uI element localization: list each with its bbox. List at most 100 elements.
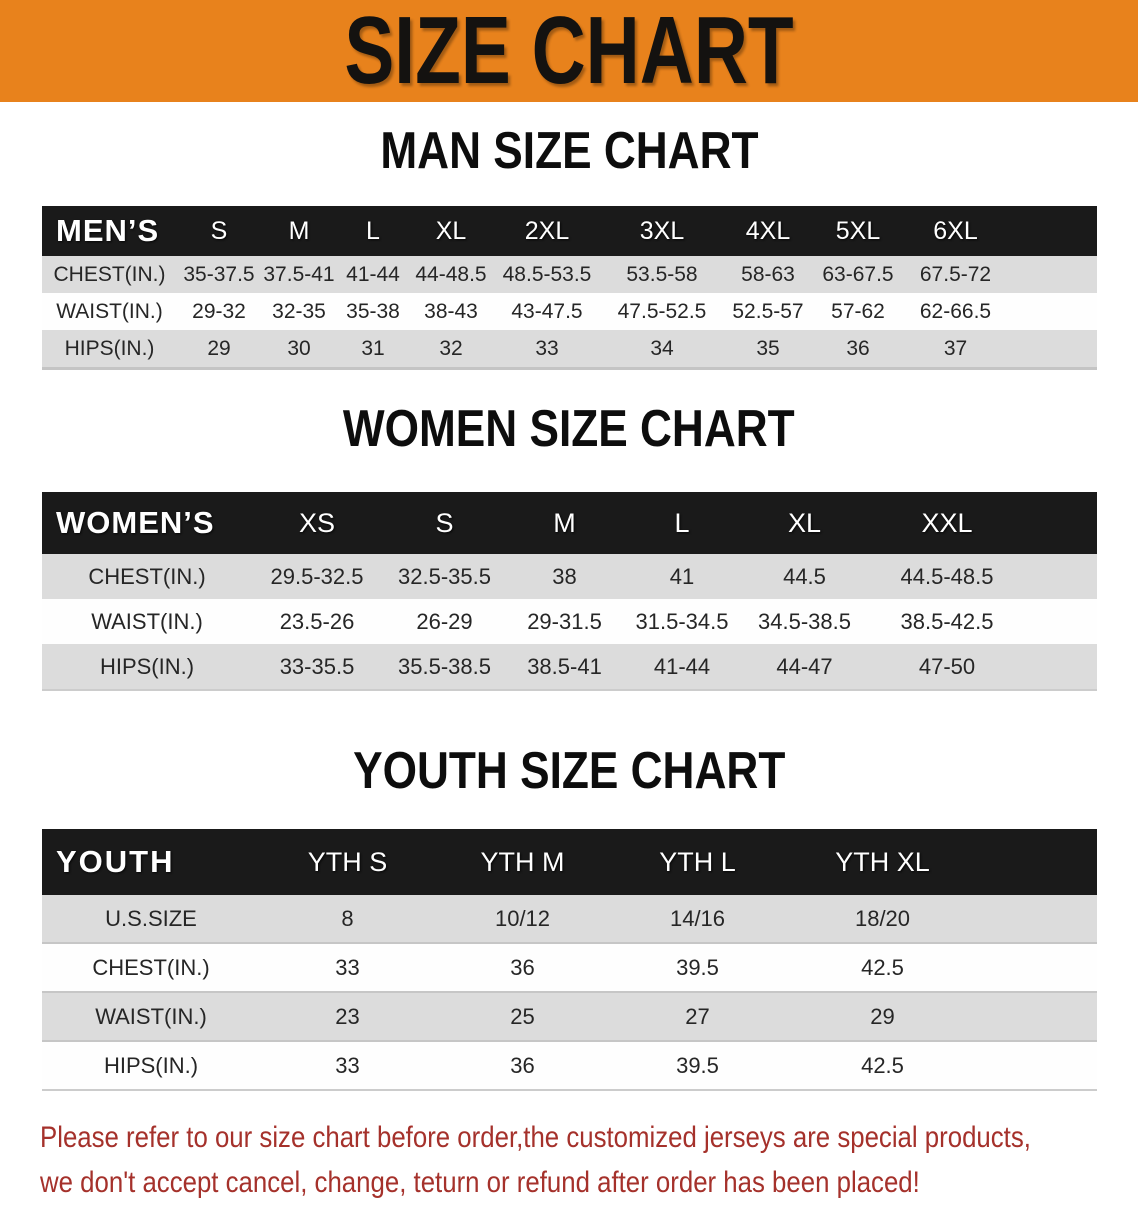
measure-cell: 30 xyxy=(287,336,311,360)
men-section-heading: MAN SIZE CHART xyxy=(379,122,759,180)
size-table-header-row: WOMEN’S XS S M L XL XXL xyxy=(42,492,1097,554)
measure-cell: 39.5 xyxy=(676,1052,719,1078)
measure-cell: 36 xyxy=(510,1052,535,1078)
youth-size-table: YOUTH YTH S YTH M YTH L YTH XL U.S.SIZE 8 10/12… xyxy=(42,829,1097,1091)
measure-cell: 32-35 xyxy=(272,299,326,323)
size-table-header-row: MEN’S S M L XL 2XL 3XL 4XL 5XL 6XL xyxy=(42,206,1097,256)
measure-cell: 67.5-72 xyxy=(919,262,992,286)
table-group-label: YOUTH xyxy=(42,829,260,895)
measurement-row: U.S.SIZE 8 10/12 14/16 18/20 xyxy=(42,895,1097,943)
measure-cell: 48.5-53.5 xyxy=(502,262,592,286)
measure-cell: 52.5-57 xyxy=(732,299,804,323)
measure-cell: 33 xyxy=(535,336,559,360)
measurement-row: HIPS(IN.) 33 36 39.5 42.5 xyxy=(42,1041,1097,1090)
measure-cell: 44-47 xyxy=(776,653,833,679)
measure-cell: 53.5-58 xyxy=(626,262,698,286)
measure-cell: 63-67.5 xyxy=(822,262,894,286)
row-filler xyxy=(1027,554,1097,599)
table-group-label: MEN’S xyxy=(42,206,177,256)
size-column-header: L xyxy=(337,206,409,256)
measure-cell: 25 xyxy=(510,1003,535,1029)
order-policy-line-1: Please refer to our size chart before or… xyxy=(40,1121,1031,1154)
measure-cell: 44.5 xyxy=(783,563,826,589)
measure-cell: 57-62 xyxy=(831,299,885,323)
measurement-row: CHEST(IN.) 33 36 39.5 42.5 xyxy=(42,943,1097,992)
row-filler xyxy=(980,943,1097,992)
row-filler xyxy=(1027,599,1097,644)
measure-cell: 29 xyxy=(870,1003,895,1029)
measure-cell: 58-63 xyxy=(741,262,795,286)
measure-cell: 37 xyxy=(943,336,968,360)
row-label: CHEST(IN.) xyxy=(53,262,166,286)
header-filler xyxy=(1008,206,1097,256)
row-label: CHEST(IN.) xyxy=(92,954,210,980)
measurement-row: WAIST(IN.) 29-32 32-35 35-38 38-43 43-47.5 47.… xyxy=(42,293,1097,330)
measure-cell: 38.5-41 xyxy=(527,653,602,679)
measure-cell: 44.5-48.5 xyxy=(900,563,994,589)
measure-cell: 18/20 xyxy=(854,905,911,931)
measure-cell: 10/12 xyxy=(494,905,551,931)
row-label: CHEST(IN.) xyxy=(88,563,206,589)
measure-cell: 31 xyxy=(361,336,385,360)
measure-cell: 41 xyxy=(669,563,695,589)
row-filler xyxy=(980,895,1097,943)
banner-title: SIZE CHART xyxy=(344,0,794,104)
measure-cell: 37.5-41 xyxy=(263,262,335,286)
measure-cell: 8 xyxy=(341,905,354,931)
row-label: HIPS(IN.) xyxy=(103,1052,199,1078)
measure-cell: 47.5-52.5 xyxy=(617,299,707,323)
measure-cell: 42.5 xyxy=(861,1052,904,1078)
size-column-header: 2XL xyxy=(493,206,601,256)
size-table-header-row: YOUTH YTH S YTH M YTH L YTH XL xyxy=(42,829,1097,895)
measure-cell: 29 xyxy=(207,336,231,360)
measure-cell: 32 xyxy=(439,336,463,360)
row-filler xyxy=(1008,256,1097,293)
measure-cell: 33-35.5 xyxy=(279,653,355,679)
size-column-header: XXL xyxy=(867,492,1027,554)
row-filler xyxy=(1008,293,1097,330)
men-size-table: MEN’S S M L XL 2XL 3XL 4XL 5XL 6XL CHEST(IN.) 35-37… xyxy=(42,206,1097,370)
measure-cell: 39.5 xyxy=(676,954,719,980)
header-filler xyxy=(980,829,1097,895)
measure-cell: 36 xyxy=(846,336,870,360)
measure-cell: 43-47.5 xyxy=(511,299,583,323)
table-group-label: WOMEN’S xyxy=(42,492,252,554)
size-column-header: 3XL xyxy=(601,206,723,256)
women-size-section: WOMEN SIZE CHART WOMEN’S XS S M L XL XXL CHEST(… xyxy=(0,400,1138,691)
measurement-row: CHEST(IN.) 29.5-32.5 32.5-35.5 38 41 44.5 44.5… xyxy=(42,554,1097,599)
size-column-header: S xyxy=(382,492,507,554)
measure-cell: 33 xyxy=(335,954,360,980)
size-column-header: XL xyxy=(742,492,867,554)
youth-section-heading-row: YOUTH SIZE CHART xyxy=(0,745,1138,807)
measurement-row: WAIST(IN.) 23.5-26 26-29 29-31.5 31.5-34.5 34… xyxy=(42,599,1097,644)
women-section-heading: WOMEN SIZE CHART xyxy=(343,400,795,458)
row-label: U.S.SIZE xyxy=(105,905,197,931)
measure-cell: 29-32 xyxy=(192,299,246,323)
women-size-table: WOMEN’S XS S M L XL XXL CHEST(IN.) 29.5-32.5 32.5… xyxy=(42,492,1097,691)
size-column-header: L xyxy=(622,492,742,554)
size-column-header: 5XL xyxy=(813,206,903,256)
men-section-heading-row: MAN SIZE CHART xyxy=(0,122,1138,187)
size-column-header: YTH L xyxy=(610,829,785,895)
size-column-header: YTH S xyxy=(260,829,435,895)
measure-cell: 35 xyxy=(756,336,780,360)
measure-cell: 34.5-38.5 xyxy=(758,608,851,634)
row-filler xyxy=(1027,644,1097,690)
measure-cell: 35-38 xyxy=(346,299,400,323)
size-column-header: YTH M xyxy=(435,829,610,895)
measure-cell: 41-44 xyxy=(653,653,711,679)
measure-cell: 36 xyxy=(510,954,535,980)
row-label: HIPS(IN.) xyxy=(99,653,195,679)
row-filler xyxy=(1008,330,1097,369)
measurement-row: CHEST(IN.) 35-37.5 37.5-41 41-44 44-48.5 48.5… xyxy=(42,256,1097,293)
measure-cell: 34 xyxy=(650,336,674,360)
measurement-row: HIPS(IN.) 33-35.5 35.5-38.5 38.5-41 41-44 44-… xyxy=(42,644,1097,690)
row-label: WAIST(IN.) xyxy=(95,1003,207,1029)
measure-cell: 41-44 xyxy=(346,262,400,286)
measure-cell: 42.5 xyxy=(861,954,904,980)
measure-cell: 23 xyxy=(335,1003,360,1029)
row-label: WAIST(IN.) xyxy=(91,608,203,634)
row-filler xyxy=(980,1041,1097,1090)
header-filler xyxy=(1027,492,1097,554)
size-column-header: XS xyxy=(252,492,382,554)
